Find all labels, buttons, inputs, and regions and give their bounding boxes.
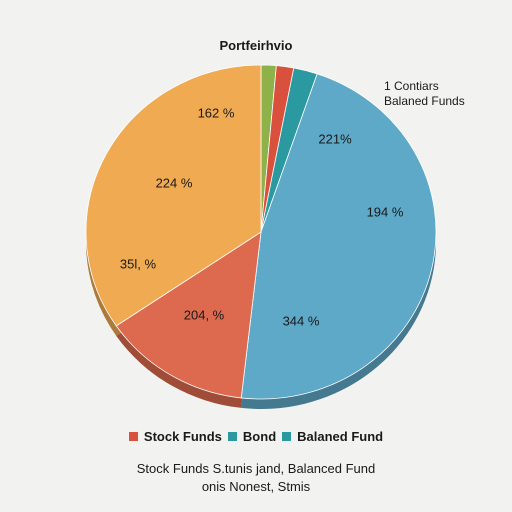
side-note-line-1: 1 Contiars (384, 79, 439, 93)
legend-swatch (128, 432, 138, 441)
footnote: Stock Funds S.tunis jand, Balanced Fund … (0, 460, 512, 496)
pie-slice-label: 224 % (156, 175, 193, 190)
legend-label: Balaned Fund (297, 429, 384, 444)
legend-swatch (227, 432, 237, 441)
pie-slice (240, 73, 437, 400)
pie-slice-label: 194 % (367, 204, 404, 219)
pie-slice-label: 204, % (184, 307, 225, 322)
pie-labels: 162 % 221% 194 % 344 % 204, % 224 % 35l, % (120, 105, 404, 328)
pie-slice-label: 344 % (283, 313, 320, 328)
pie-slice-label: 162 % (198, 105, 235, 120)
legend-label: Stock Funds (143, 429, 222, 444)
pie-slice-label: 35l, % (120, 256, 157, 271)
legend-item-balanced-fund: Balaned Fund (282, 429, 383, 444)
pie-slice (115, 231, 262, 399)
footnote-line-2: onis Nonest, Stmis (201, 479, 311, 494)
chart-title: Portfeirhvio (219, 38, 293, 53)
pie-slices (85, 64, 437, 400)
pie-slice-label: 221% (318, 131, 352, 146)
legend-label: Bond (242, 429, 277, 444)
legend-item-stock-funds: Stock Funds (128, 429, 222, 444)
legend-item-bond: Bond (227, 429, 277, 444)
footnote-line-1: Stock Funds S.tunis jand, Balanced Fund (136, 461, 376, 476)
side-note-line-2: Balaned Funds (384, 94, 465, 108)
side-note: 1 Contiars Balaned Funds (384, 79, 504, 109)
pie-slice (85, 64, 262, 327)
legend-swatch (282, 432, 292, 441)
legend: Stock Funds Bond Balaned Fund (0, 429, 512, 444)
